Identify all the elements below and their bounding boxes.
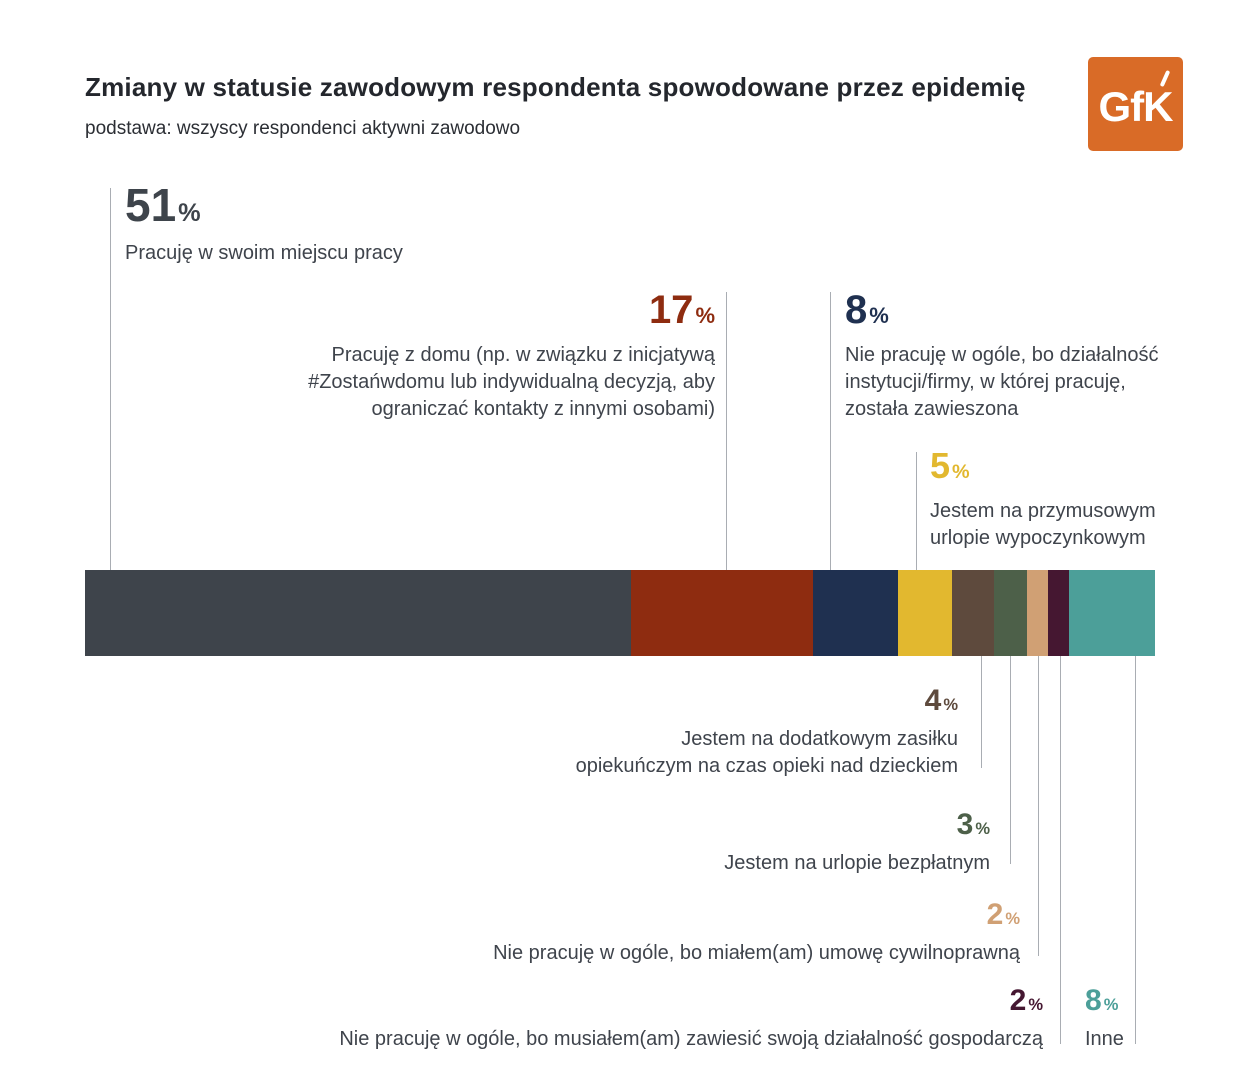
percent-number: 8: [1085, 984, 1102, 1017]
gfk-logo: GfK: [1088, 57, 1183, 151]
bar-segment-childcare-benefit: [951, 570, 995, 656]
percent-sign: %: [1103, 996, 1119, 1014]
annotation-forced-holiday-leave: 5% Jestem na przymusowym urlopie wypoczy…: [930, 448, 1180, 552]
percent-sign: %: [178, 199, 201, 227]
percent-sign: %: [1028, 996, 1043, 1014]
percent-value: 5%: [930, 448, 1180, 484]
annotation-suspended-own-business: 2% Nie pracuję w ogóle, bo musiałem(am) …: [263, 986, 1043, 1053]
bar-segment-work-at-workplace: [85, 570, 631, 656]
percent-number: 2: [986, 898, 1004, 931]
connector-line-unpaid-leave: [1010, 656, 1011, 864]
annotation-civil-contract: 2% Nie pracuję w ogóle, bo miałem(am) um…: [440, 900, 1020, 967]
gfk-logo-text: GfK: [1098, 83, 1174, 130]
stacked-bar: [85, 570, 1155, 656]
segment-label: Jestem na urlopie bezpłatnym: [724, 852, 990, 874]
percent-sign: %: [695, 303, 715, 328]
annotation-childcare-benefit: 4% Jestem na dodatkowym zasiłku opiekuńc…: [566, 686, 958, 780]
percent-sign: %: [943, 696, 958, 714]
percent-sign: %: [1005, 910, 1020, 928]
annotation-unpaid-leave: 3% Jestem na urlopie bezpłatnym: [570, 810, 990, 877]
percent-value: 3%: [570, 810, 990, 840]
connector-line-work-at-workplace: [110, 188, 111, 570]
bar-segment-forced-holiday-leave: [898, 570, 952, 656]
percent-value: 8%: [1085, 986, 1205, 1016]
connector-line-forced-holiday-leave: [916, 452, 917, 570]
segment-label: Pracuję z domu (np. w związku z inicjaty…: [308, 344, 715, 420]
percent-number: 4: [924, 684, 942, 717]
percent-value: 4%: [566, 686, 958, 716]
bar-segment-work-from-home: [630, 570, 813, 656]
segment-label: Nie pracuję w ogóle, bo miałem(am) umowę…: [493, 942, 1020, 964]
segment-label: Nie pracuję w ogóle, bo działalność inst…: [845, 344, 1159, 420]
percent-number: 3: [956, 808, 974, 841]
percent-value: 17%: [235, 290, 715, 330]
annotation-company-suspended: 8% Nie pracuję w ogóle, bo działalność i…: [845, 290, 1185, 423]
percent-value: 2%: [263, 986, 1043, 1016]
bar-segment-other: [1069, 570, 1155, 656]
annotation-other: 8% Inne: [1085, 986, 1205, 1053]
segment-label: Inne: [1085, 1028, 1124, 1050]
connector-line-company-suspended: [830, 292, 831, 570]
connector-line-suspended-own-business: [1060, 656, 1061, 1044]
percent-value: 8%: [845, 290, 1185, 330]
percent-sign: %: [869, 303, 889, 328]
segment-label: Pracuję w swoim miejscu pracy: [125, 242, 403, 264]
percent-number: 17: [648, 288, 694, 332]
bar-segment-civil-contract: [1026, 570, 1048, 656]
bar-segment-unpaid-leave: [994, 570, 1027, 656]
percent-number: 8: [845, 288, 868, 332]
page-title: Zmiany w statusie zawodowym respondenta …: [85, 72, 1026, 103]
connector-line-childcare-benefit: [981, 656, 982, 768]
segment-label: Nie pracuję w ogóle, bo musiałem(am) zaw…: [339, 1028, 1043, 1050]
percent-sign: %: [975, 820, 990, 838]
connector-line-work-from-home: [726, 292, 727, 570]
bar-segment-suspended-own-business: [1047, 570, 1070, 656]
page-subtitle: podstawa: wszyscy respondenci aktywni za…: [85, 118, 521, 139]
percent-number: 2: [1009, 984, 1027, 1017]
percent-number: 51: [125, 179, 177, 231]
connector-line-other: [1135, 656, 1136, 1044]
annotation-work-from-home: 17% Pracuję z domu (np. w związku z inic…: [235, 290, 715, 423]
percent-sign: %: [952, 461, 970, 483]
percent-value: 2%: [440, 900, 1020, 930]
segment-label: Jestem na dodatkowym zasiłku opiekuńczym…: [575, 728, 958, 777]
segment-label: Jestem na przymusowym urlopie wypoczynko…: [930, 500, 1156, 549]
annotation-work-at-workplace: 51% Pracuję w swoim miejscu pracy: [125, 182, 645, 267]
bar-segment-company-suspended: [812, 570, 899, 656]
percent-number: 5: [930, 445, 951, 486]
percent-value: 51%: [125, 182, 645, 228]
connector-line-civil-contract: [1038, 656, 1039, 956]
